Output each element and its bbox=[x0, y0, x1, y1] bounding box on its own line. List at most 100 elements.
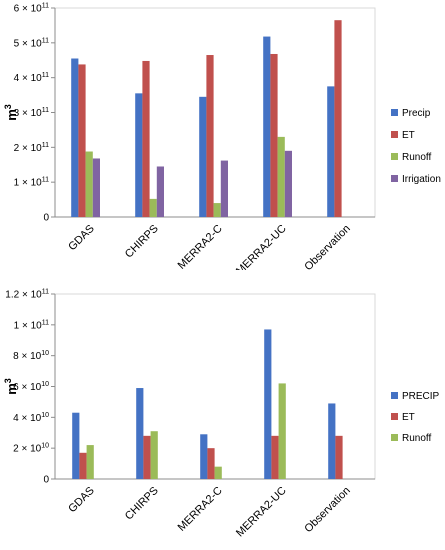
y-tick-label: 6 × 1010 bbox=[13, 381, 49, 393]
legend-label-runoff: Runoff bbox=[402, 433, 432, 444]
y-tick-base: 3 × 10 bbox=[14, 108, 43, 119]
bar-precip-gdas bbox=[72, 412, 80, 479]
y-tick-exponent: 11 bbox=[42, 142, 49, 149]
y-axis-label: m3 bbox=[3, 378, 19, 395]
y-tick-base: 8 × 10 bbox=[13, 351, 42, 362]
legend-swatch-precip bbox=[391, 392, 398, 399]
bar-et-gdas bbox=[79, 452, 87, 479]
x-tick-label: MERRA2-C bbox=[176, 485, 225, 534]
bar-et-merra2-c bbox=[206, 55, 214, 218]
y-tick-exponent: 11 bbox=[42, 37, 49, 44]
y-tick-label: 2 × 1011 bbox=[14, 142, 49, 154]
legend-swatch-precip bbox=[391, 109, 398, 116]
legend-label-et: ET bbox=[402, 412, 415, 423]
y-tick-base: 1.2 × 10 bbox=[5, 290, 42, 301]
y-axis-label: m3 bbox=[3, 104, 19, 121]
y-tick-exponent: 10 bbox=[41, 350, 49, 357]
y-tick-base: 0 bbox=[43, 213, 49, 224]
y-tick-exponent: 11 bbox=[42, 177, 49, 184]
y-tick-label: 8 × 1010 bbox=[13, 350, 49, 362]
bar-et-gdas bbox=[78, 64, 86, 218]
y-tick-exponent: 10 bbox=[41, 412, 49, 419]
bar-precip-merra2-c bbox=[200, 434, 208, 479]
legend-label-runoff: Runoff bbox=[402, 152, 432, 163]
legend-label-irrigation: Irrigation bbox=[402, 174, 441, 185]
y-tick-exponent: 11 bbox=[42, 319, 49, 326]
bar-runoff-merra2-uc bbox=[277, 136, 285, 217]
x-tick-label: MERRA2-UC bbox=[234, 223, 289, 270]
y-axis-label-exponent: 3 bbox=[3, 378, 13, 383]
bar-precip-observation bbox=[328, 403, 336, 479]
y-tick-base: 2 × 10 bbox=[14, 143, 43, 154]
bar-precip-merra2-uc bbox=[263, 36, 271, 218]
bar-irrigation-chirps bbox=[156, 166, 164, 217]
y-tick-label: 2 × 1010 bbox=[13, 443, 49, 455]
y-tick-label: 4 × 1011 bbox=[14, 72, 49, 84]
y-tick-base: 6 × 10 bbox=[14, 4, 43, 15]
x-tick-label: GDAS bbox=[66, 223, 97, 254]
x-tick-label: MERRA2-C bbox=[176, 223, 225, 270]
legend-swatch-runoff bbox=[391, 153, 398, 160]
legend-label-et: ET bbox=[402, 130, 415, 141]
y-tick-label: 6 × 1011 bbox=[14, 3, 49, 15]
x-tick-label: MERRA2-UC bbox=[234, 485, 289, 540]
y-tick-label: 3 × 1011 bbox=[14, 107, 49, 119]
y-tick-base: 4 × 10 bbox=[14, 73, 43, 84]
y-axis-label-exponent: 3 bbox=[3, 104, 13, 109]
y-tick-label: 0 bbox=[43, 213, 49, 224]
bar-et-merra2-uc bbox=[270, 53, 278, 218]
y-tick-label: 0 bbox=[43, 475, 49, 486]
bar-et-merra2-uc bbox=[271, 435, 279, 479]
y-tick-label: 4 × 1010 bbox=[13, 412, 49, 424]
plot-area bbox=[54, 293, 376, 480]
legend-swatch-et bbox=[391, 131, 398, 138]
y-tick-base: 5 × 10 bbox=[14, 38, 43, 49]
bar-runoff-merra2-c bbox=[214, 466, 222, 479]
y-tick-label: 1 × 1011 bbox=[14, 319, 49, 331]
y-tick-label: 1 × 1011 bbox=[14, 177, 49, 189]
bar-precip-merra2-uc bbox=[264, 329, 272, 479]
bar-runoff-merra2-c bbox=[213, 203, 221, 217]
legend-swatch-et bbox=[391, 413, 398, 420]
bar-precip-observation bbox=[327, 86, 335, 217]
bar-et-observation bbox=[335, 435, 343, 479]
legend-label-precip: PRECIP bbox=[402, 391, 440, 402]
bar-runoff-chirps bbox=[149, 198, 157, 217]
y-tick-base: 6 × 10 bbox=[13, 382, 42, 393]
y-axis-label-base: m bbox=[4, 109, 19, 121]
x-tick-label: CHIRPS bbox=[123, 223, 161, 261]
bar-et-chirps bbox=[142, 60, 150, 217]
bar-et-merra2-c bbox=[207, 448, 215, 479]
x-tick-label: Observation bbox=[302, 485, 352, 535]
y-tick-exponent: 11 bbox=[42, 3, 49, 10]
x-tick-label: Observation bbox=[302, 223, 352, 270]
plot-area bbox=[54, 7, 376, 218]
y-tick-base: 1 × 10 bbox=[14, 178, 43, 189]
y-tick-exponent: 10 bbox=[41, 381, 49, 388]
bar-runoff-gdas bbox=[86, 445, 94, 479]
y-tick-exponent: 10 bbox=[41, 443, 49, 450]
x-tick-label: CHIRPS bbox=[123, 485, 161, 523]
y-tick-base: 1 × 10 bbox=[14, 320, 43, 331]
y-axis-label-base: m bbox=[4, 383, 19, 395]
y-tick-exponent: 11 bbox=[42, 289, 49, 296]
bar-runoff-merra2-uc bbox=[278, 383, 286, 479]
bar-irrigation-merra2-uc bbox=[284, 150, 292, 217]
bar-precip-gdas bbox=[71, 58, 79, 218]
bar-runoff-gdas bbox=[85, 151, 93, 217]
bar-precip-merra2-c bbox=[199, 96, 207, 217]
bar-irrigation-merra2-c bbox=[220, 160, 228, 217]
y-tick-base: 4 × 10 bbox=[13, 413, 42, 424]
bar-runoff-chirps bbox=[150, 431, 158, 479]
bar-precip-chirps bbox=[136, 388, 144, 479]
legend-label-precip: Precip bbox=[402, 108, 431, 119]
bar-irrigation-gdas bbox=[92, 158, 100, 217]
y-tick-base: 0 bbox=[43, 475, 49, 486]
y-tick-label: 5 × 1011 bbox=[14, 37, 49, 49]
y-tick-exponent: 11 bbox=[42, 72, 49, 79]
y-tick-exponent: 11 bbox=[42, 107, 49, 114]
bar-et-observation bbox=[334, 20, 342, 217]
